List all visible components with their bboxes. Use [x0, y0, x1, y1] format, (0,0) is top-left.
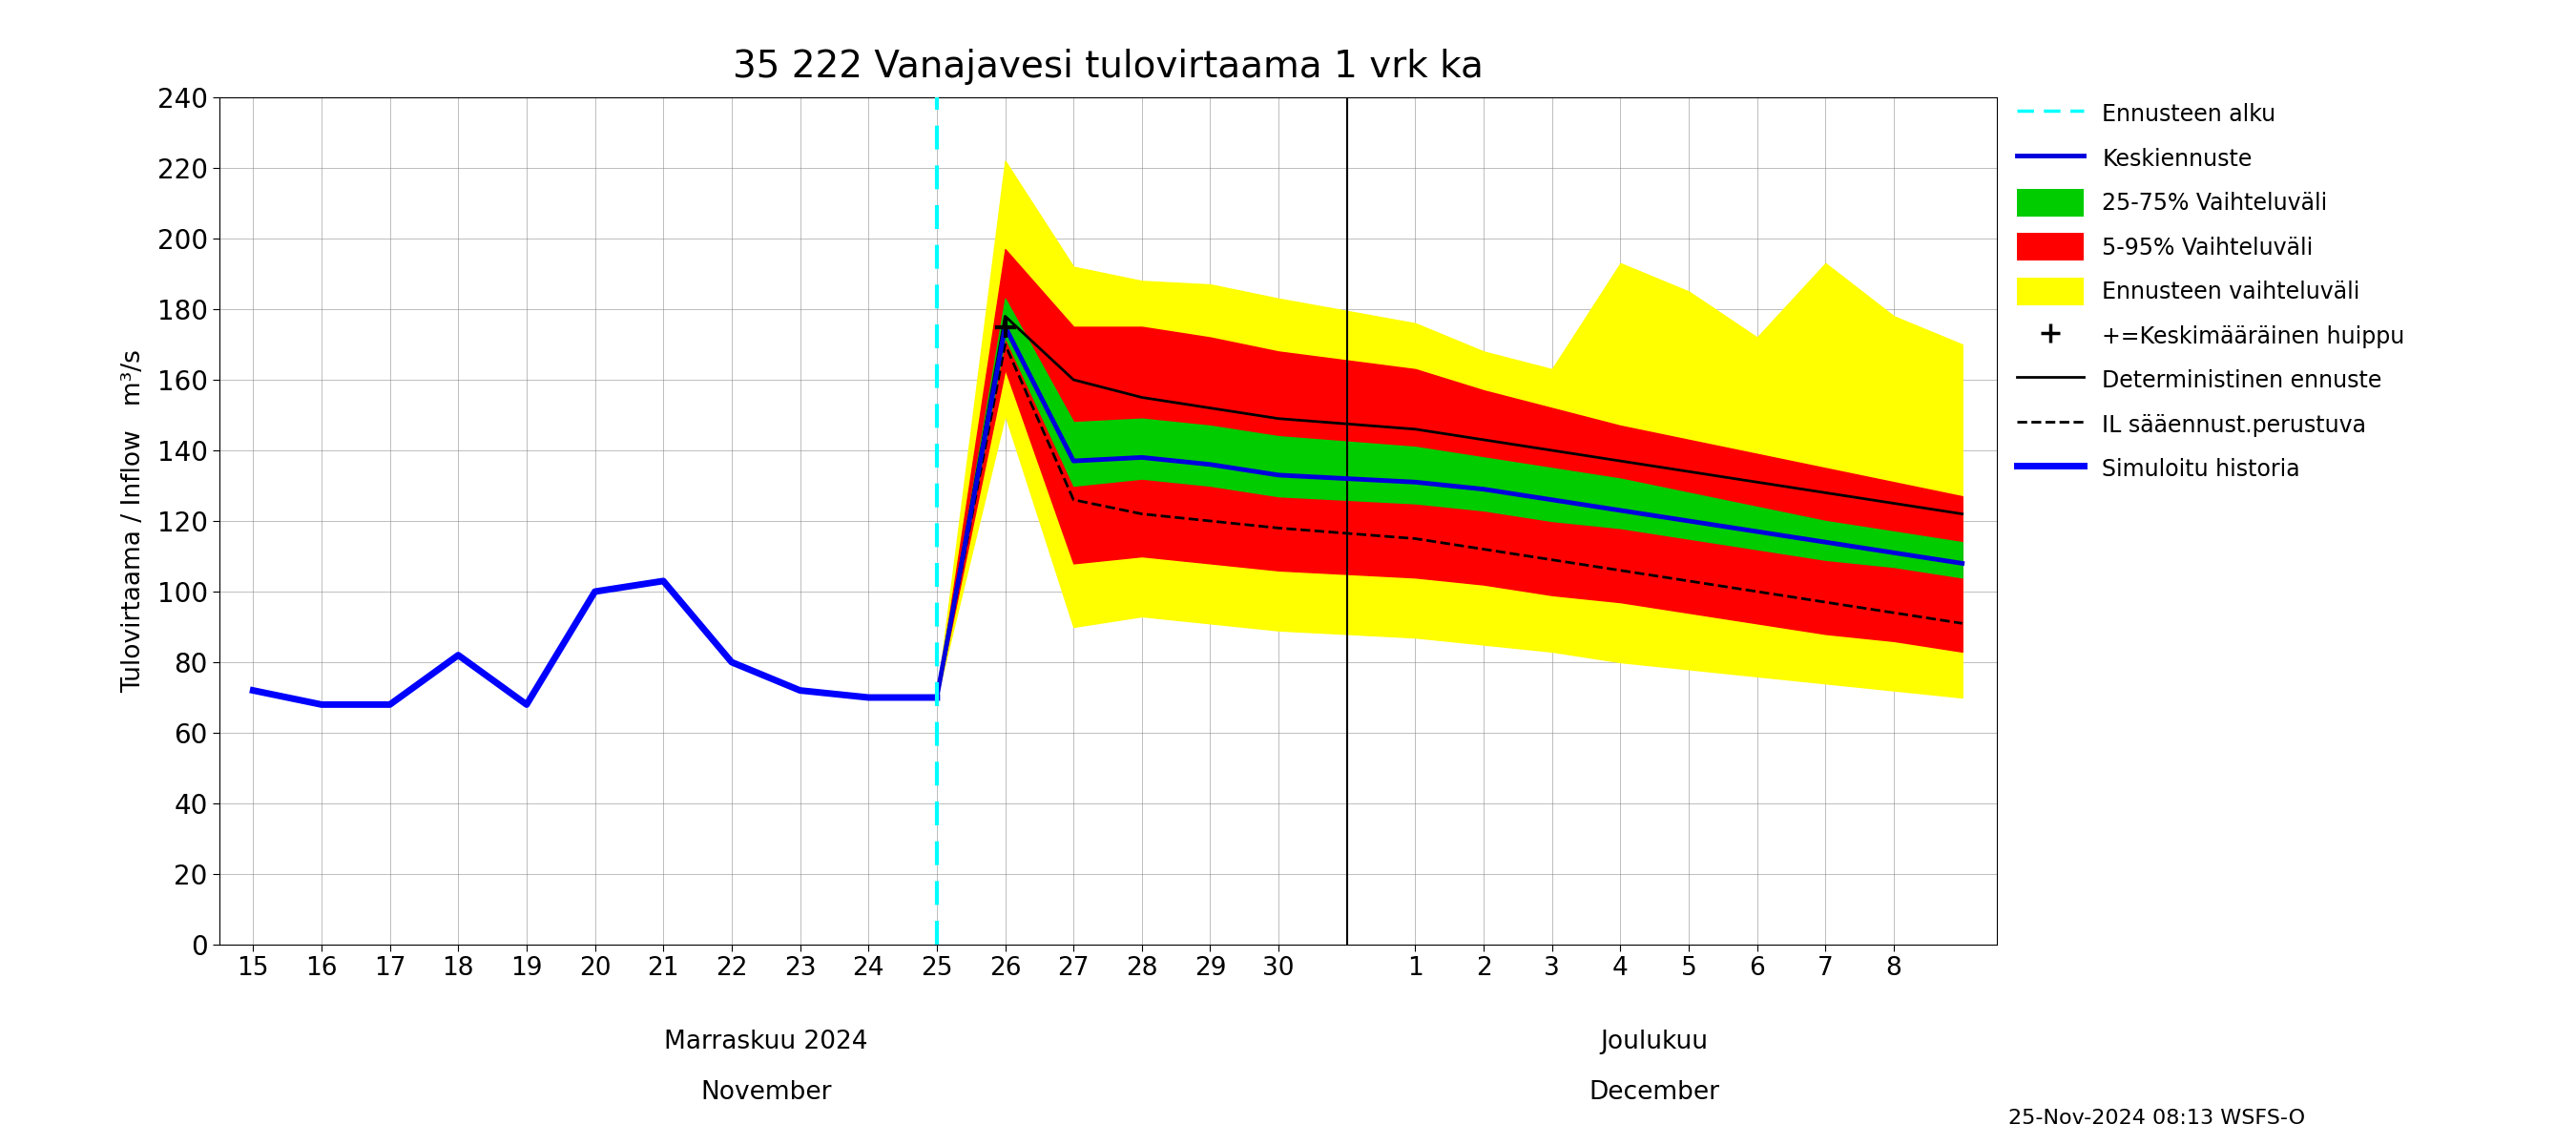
Y-axis label: Tulovirtaama / Inflow   m³/s: Tulovirtaama / Inflow m³/s: [121, 349, 147, 693]
Legend: Ennusteen alku, Keskiennuste, 25-75% Vaihteluväli, 5-95% Vaihteluväli, Ennusteen: Ennusteen alku, Keskiennuste, 25-75% Vai…: [2017, 100, 2406, 483]
Text: December: December: [1589, 1080, 1721, 1105]
Title: 35 222 Vanajavesi tulovirtaama 1 vrk ka: 35 222 Vanajavesi tulovirtaama 1 vrk ka: [732, 49, 1484, 85]
Text: 25-Nov-2024 08:13 WSFS-O: 25-Nov-2024 08:13 WSFS-O: [2009, 1108, 2306, 1128]
Text: Marraskuu 2024: Marraskuu 2024: [665, 1029, 868, 1055]
Text: November: November: [701, 1080, 832, 1105]
Text: Joulukuu: Joulukuu: [1600, 1029, 1708, 1055]
